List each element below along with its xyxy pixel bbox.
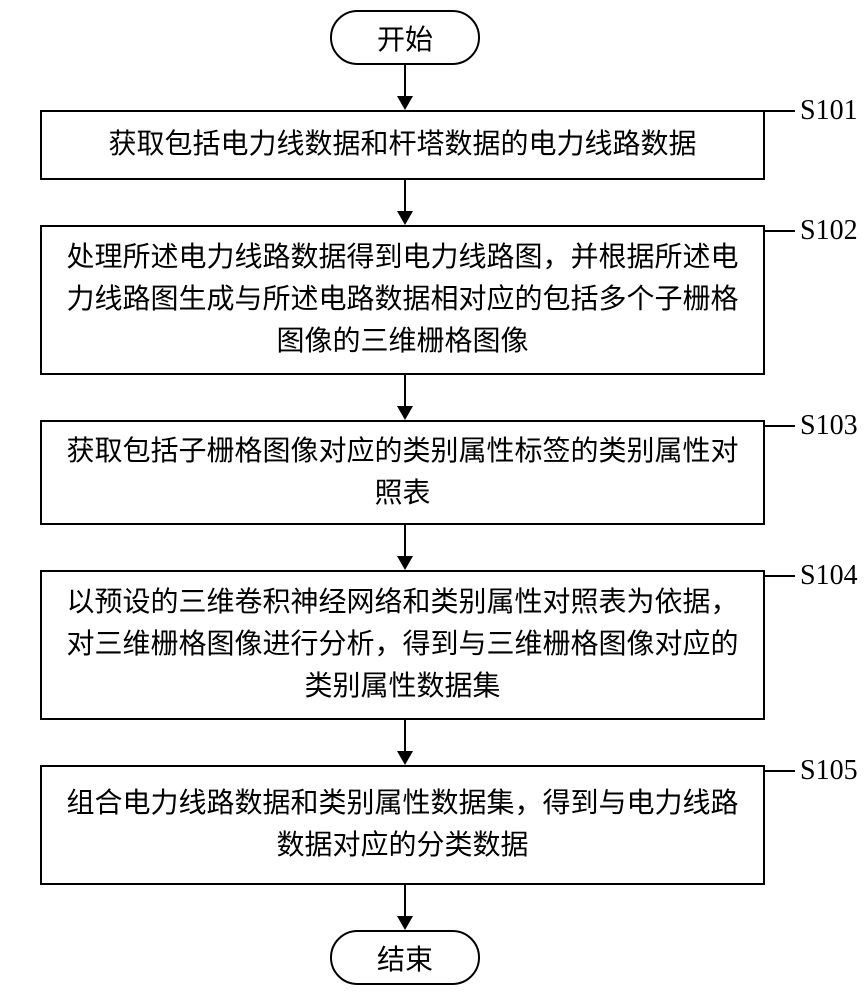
arrowhead-6: [397, 916, 413, 930]
step-label-s103: S103: [800, 410, 858, 442]
process-text: 获取包括电力线数据和杆塔数据的电力线路数据: [108, 124, 696, 166]
flowchart-container: 开始 获取包括电力线数据和杆塔数据的电力线路数据 S101 处理所述电力线路数据…: [0, 0, 868, 1000]
connector-s103: [765, 425, 795, 427]
process-text: 处理所述电力线路数据得到电力线路图，并根据所述电力线路图生成与所述电路数据相对应…: [62, 237, 743, 363]
arrow-5: [404, 720, 406, 751]
process-text: 以预设的三维卷积神经网络和类别属性对照表为依据，对三维栅格图像进行分析，得到与三…: [62, 582, 743, 708]
arrow-4: [404, 525, 406, 556]
start-label: 开始: [377, 18, 433, 58]
connector-s102: [765, 230, 795, 232]
process-s105: 组合电力线路数据和类别属性数据集，得到与电力线路数据对应的分类数据: [40, 765, 765, 885]
arrowhead-1: [397, 96, 413, 110]
arrowhead-3: [397, 406, 413, 420]
end-terminator: 结束: [330, 930, 480, 985]
step-label-s104: S104: [800, 560, 858, 592]
step-label-s101: S101: [800, 95, 858, 127]
process-text: 组合电力线路数据和类别属性数据集，得到与电力线路数据对应的分类数据: [62, 783, 743, 867]
connector-s104: [765, 575, 795, 577]
arrowhead-5: [397, 751, 413, 765]
connector-s105: [765, 770, 795, 772]
end-label: 结束: [377, 938, 433, 978]
arrow-6: [404, 885, 406, 916]
process-s104: 以预设的三维卷积神经网络和类别属性对照表为依据，对三维栅格图像进行分析，得到与三…: [40, 570, 765, 720]
process-s103: 获取包括子栅格图像对应的类别属性标签的类别属性对照表: [40, 420, 765, 525]
step-label-s105: S105: [800, 755, 858, 787]
process-s101: 获取包括电力线数据和杆塔数据的电力线路数据: [40, 110, 765, 180]
arrowhead-4: [397, 556, 413, 570]
arrow-1: [404, 65, 406, 96]
start-terminator: 开始: [330, 10, 480, 65]
arrowhead-2: [397, 211, 413, 225]
process-s102: 处理所述电力线路数据得到电力线路图，并根据所述电力线路图生成与所述电路数据相对应…: [40, 225, 765, 375]
arrow-2: [404, 180, 406, 211]
process-text: 获取包括子栅格图像对应的类别属性标签的类别属性对照表: [62, 431, 743, 515]
step-label-s102: S102: [800, 215, 858, 247]
connector-s101: [765, 110, 795, 112]
arrow-3: [404, 375, 406, 406]
